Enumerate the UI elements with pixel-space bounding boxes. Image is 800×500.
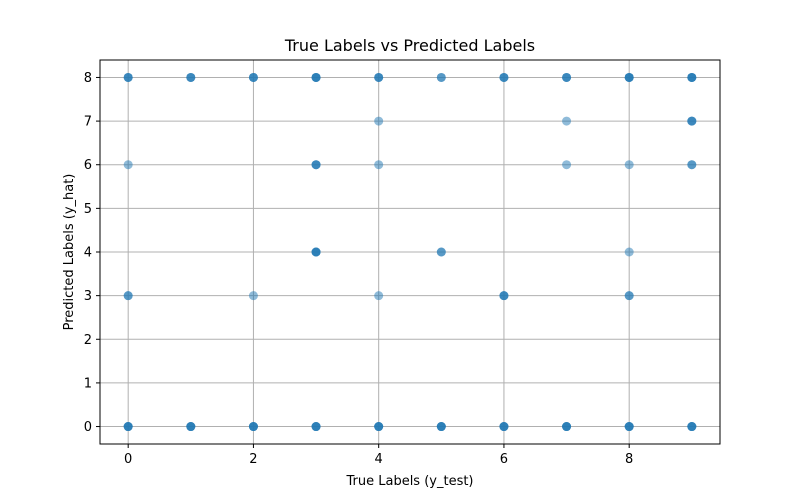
data-point [562,160,572,170]
data-point [248,72,258,82]
data-point [562,422,572,432]
chart-title: True Labels vs Predicted Labels [284,36,535,55]
data-point [687,116,697,126]
x-axis-title: True Labels (y_test) [345,474,473,489]
data-point [562,72,572,82]
data-point [374,72,384,82]
data-point [687,72,697,82]
x-tick-label: 2 [249,452,257,467]
data-point [123,160,133,170]
data-point [186,72,196,82]
y-axis-title: Predicted Labels (y_hat) [62,174,77,331]
data-point [436,72,446,82]
x-tick-label: 6 [500,452,508,467]
x-tick-label: 4 [375,452,383,467]
y-tick-label: 0 [84,420,92,435]
data-point [624,247,634,257]
ticks-layer: 0 2 4 6 8 0 1 2 3 4 5 6 7 8 [84,71,634,467]
data-point [311,247,321,257]
data-point [374,116,384,126]
y-tick-label: 8 [84,71,92,86]
data-point [624,291,634,301]
data-point [248,422,258,432]
data-point [374,422,384,432]
points-layer [123,72,697,432]
data-point [499,72,509,82]
data-point [499,422,509,432]
data-point [123,291,133,301]
y-tick-label: 4 [84,246,92,261]
y-tick-label: 2 [84,333,92,348]
data-point [436,247,446,257]
data-point [311,72,321,82]
data-point [499,291,509,301]
data-point [624,422,634,432]
data-point [311,160,321,170]
data-point [436,422,446,432]
data-point [624,72,634,82]
data-point [374,291,384,301]
y-tick-label: 7 [84,115,92,130]
data-point [248,291,258,301]
y-tick-label: 3 [84,289,92,304]
data-point [123,422,133,432]
data-point [186,422,196,432]
y-tick-label: 1 [84,376,92,391]
x-tick-label: 8 [625,452,633,467]
data-point [374,160,384,170]
y-tick-label: 6 [84,158,92,173]
data-point [687,160,697,170]
data-point [687,422,697,432]
data-point [123,72,133,82]
data-point [311,422,321,432]
y-tick-label: 5 [84,202,92,217]
data-point [562,116,572,126]
x-tick-label: 0 [124,452,132,467]
grid-layer [100,60,720,444]
data-point [624,160,634,170]
